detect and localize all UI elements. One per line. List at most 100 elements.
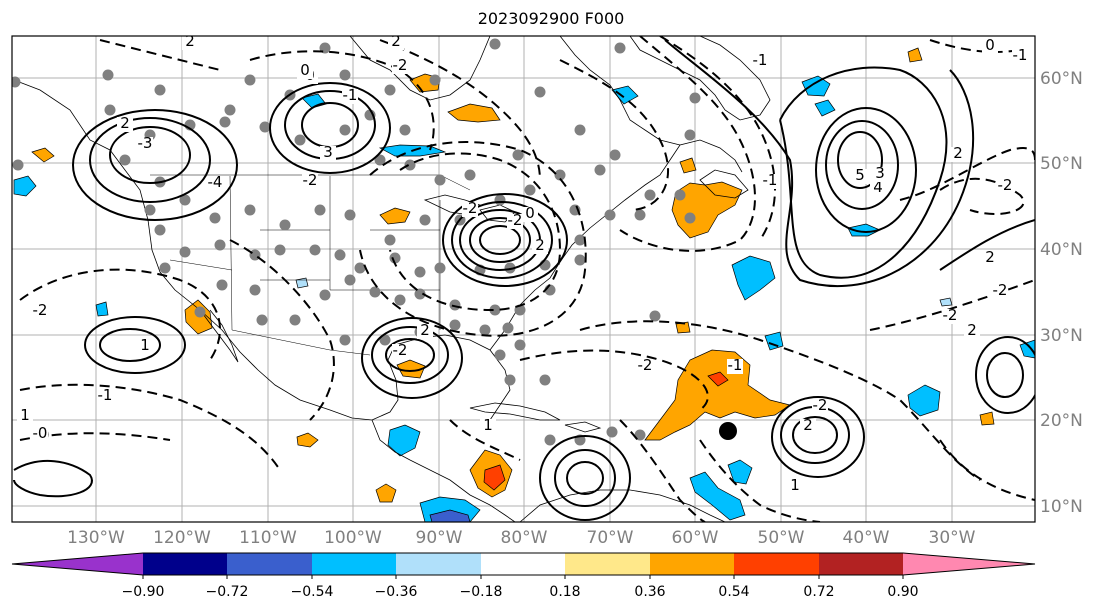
contour-label: -2 (998, 176, 1013, 194)
contour-label-bg (32, 304, 48, 319)
latitude-label: 30°N (1040, 326, 1083, 346)
station-dot (179, 194, 191, 206)
contour-line (99, 328, 161, 362)
contour-label-bg (1012, 49, 1028, 64)
station-dot (344, 209, 356, 221)
contour-label: 1 (790, 476, 800, 494)
longitude-label: 70°W (587, 528, 634, 548)
anomaly-patch (707, 371, 729, 387)
contour-label: 0 (300, 61, 310, 79)
contour-label-bg (942, 309, 958, 324)
anomaly-patch (31, 147, 55, 163)
contour-line (379, 39, 541, 181)
contour-label: 2 (803, 416, 813, 434)
contour-line (554, 449, 616, 507)
contour-line (664, 39, 975, 288)
colorbar-segment (565, 553, 650, 575)
station-dot (154, 224, 166, 236)
contour-label: -4 (208, 173, 223, 191)
station-dot (479, 324, 491, 336)
anomaly-patch (907, 384, 941, 417)
station-dot (384, 234, 396, 246)
contour-label: -2 (393, 341, 408, 359)
station-dot (339, 334, 351, 346)
station-dot (339, 124, 351, 136)
anomaly-patch (95, 301, 109, 317)
station-dot (494, 194, 506, 206)
colorbar-segment (734, 553, 819, 575)
shaded-anomalies (13, 47, 1035, 522)
contour-line (269, 82, 391, 174)
contour-label: 2 (420, 321, 430, 339)
station-dot (319, 289, 331, 301)
contour-label-bg (812, 399, 828, 414)
contour-label-bg (462, 202, 478, 217)
station-dot (179, 246, 191, 258)
colorbar-segment (819, 553, 903, 575)
station-dot (289, 314, 301, 326)
station-dot (259, 121, 271, 133)
longitude-label: 30°W (929, 528, 976, 548)
station-dot (379, 334, 391, 346)
contour-label-bg (97, 389, 113, 404)
contour-line (451, 201, 553, 279)
anomaly-patch (375, 483, 397, 503)
contour-line (89, 117, 211, 203)
colorbar-tick-label: 0.36 (634, 584, 665, 600)
longitude-axis: 130°W 120°W 110°W 100°W 90°W 80°W 70°W 60°W 50°W… (67, 528, 976, 548)
contour-label: 3 (323, 143, 333, 161)
station-dot (594, 164, 606, 176)
latitude-label: 20°N (1040, 411, 1083, 431)
contour-label: -1 (753, 51, 768, 69)
contour-label-bg (950, 147, 966, 162)
longitude-label: 90°W (416, 528, 463, 548)
anomaly-patch (689, 471, 746, 521)
contour-line (479, 225, 521, 255)
coastline-greenland (629, 36, 771, 121)
station-dot (294, 134, 306, 146)
station-dot (634, 429, 646, 441)
storm-center-marker (719, 422, 737, 440)
contour-label-bg (480, 419, 496, 434)
contour-line (449, 419, 521, 461)
colorbar-tick-label: −0.72 (206, 584, 249, 600)
anomaly-patch (671, 181, 743, 239)
station-dot (609, 149, 621, 161)
contour-label-bg (392, 59, 408, 74)
contour-line (699, 439, 821, 522)
contour-line (771, 396, 865, 478)
station-dot (489, 304, 501, 316)
contour-line (779, 66, 948, 279)
contour-line (229, 239, 335, 421)
contour-label: -1 (343, 86, 358, 104)
anomaly-patch (379, 207, 411, 225)
contour-line (986, 352, 1024, 398)
station-dot (604, 209, 616, 221)
contour-line (19, 268, 221, 361)
contour-line (519, 349, 709, 411)
contour-line (559, 59, 670, 211)
colorbar-tick-label: 0.18 (549, 584, 580, 600)
station-dot (394, 294, 406, 306)
contour-label-bg (637, 359, 653, 374)
station-dot (404, 159, 416, 171)
contour-label: 1 (483, 416, 493, 434)
coastline-north-america (13, 79, 511, 421)
latitude-axis: 60°N 50°N 40°N 30°N 20°N 10°N (1040, 69, 1083, 517)
station-dot (534, 86, 546, 98)
anomaly-patch (979, 411, 995, 426)
contour-label-bg (207, 176, 223, 191)
contour-label: 0 (985, 36, 995, 54)
contour-line (975, 336, 1035, 414)
contour-label: -2 (813, 396, 828, 414)
station-dot (399, 124, 411, 136)
station-dot (159, 262, 171, 274)
longitude-label: 60°W (672, 528, 719, 548)
coastline-labrador (559, 36, 681, 146)
contour-label-bg (800, 419, 816, 434)
contour-line (389, 152, 562, 312)
station-dot (674, 189, 686, 201)
contour-label-bg (872, 167, 888, 182)
contour-label: -2 (508, 211, 523, 229)
